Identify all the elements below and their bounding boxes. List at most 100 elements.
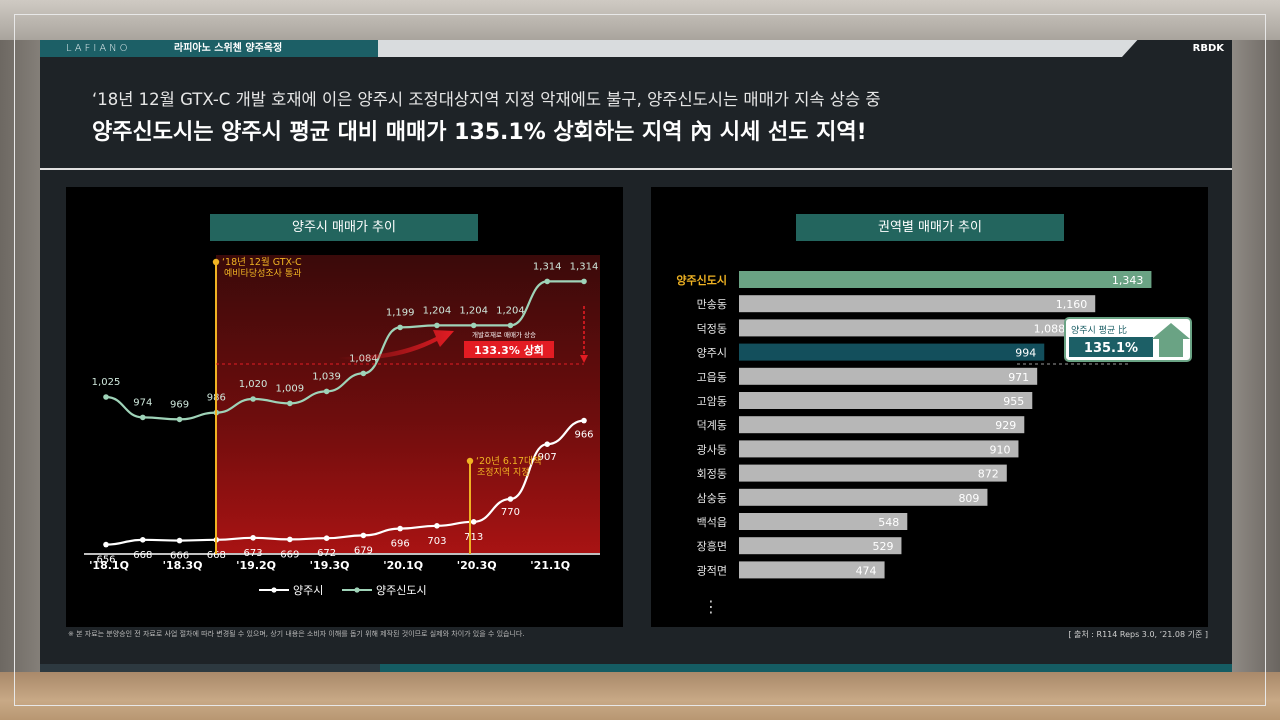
bar-category-label: 덕정동 xyxy=(697,322,727,335)
point-yangju xyxy=(507,496,514,502)
point-newcity xyxy=(544,278,551,285)
point-yangju xyxy=(544,441,551,447)
bar-category-label: 광사동 xyxy=(697,443,727,456)
data-label-newcity: 1,314 xyxy=(570,261,599,272)
point-yangju xyxy=(434,523,440,529)
bar-category-label: 고암동 xyxy=(697,395,727,408)
data-label-newcity: 974 xyxy=(133,397,152,408)
bar xyxy=(739,392,1033,409)
x-tick-label: '18.1Q xyxy=(89,559,129,572)
point-yangju xyxy=(397,525,403,532)
callout-up-arrow-icon xyxy=(1152,323,1190,357)
x-tick-label: '19.3Q xyxy=(310,559,350,572)
data-label-newcity: 1,199 xyxy=(386,307,415,318)
bar-category-label: 백석읍 xyxy=(697,516,727,529)
source-note: [ 출처 : R114 Reps 3.0, ‘21.08 기준 ] xyxy=(1068,630,1208,639)
bar xyxy=(739,537,902,555)
brand-logo: LAFIANO xyxy=(66,43,131,54)
bar xyxy=(739,319,1074,337)
data-label-yangju: 668 xyxy=(133,550,152,561)
data-label-yangju: 669 xyxy=(280,549,299,560)
bar-chart: 양주신도시 1,343 만송동 1,160 덕정동 1,088 양주시 994 고읍동 971 고암… xyxy=(676,271,1192,616)
highlight-region xyxy=(216,255,600,553)
point-newcity xyxy=(397,324,403,331)
data-label-newcity: 1,009 xyxy=(276,383,305,394)
point-yangju xyxy=(176,537,183,544)
point-newcity xyxy=(250,396,256,402)
growth-badge-label: 133.3% 상회 xyxy=(474,343,544,357)
regulation-annotation-sublabel: 조정지역 지정 xyxy=(477,467,530,478)
bar-value-label: 929 xyxy=(995,419,1016,432)
data-label-yangju: 966 xyxy=(574,430,593,441)
point-newcity xyxy=(434,322,440,329)
bar-value-label: 529 xyxy=(872,540,893,553)
gtx-annotation-sublabel: 예비타당성조사 통과 xyxy=(224,268,301,279)
point-yangju xyxy=(139,537,146,543)
gtx-annotation-label: ‘18년 12월 GTX-C xyxy=(222,256,302,268)
point-newcity xyxy=(470,322,477,329)
data-label-newcity: 1,204 xyxy=(423,305,452,316)
bar xyxy=(739,416,1025,434)
x-tick-label: '21.1Q xyxy=(530,559,570,572)
bar-value-label: 994 xyxy=(1015,347,1036,360)
main-headline: 양주신도시는 양주시 평균 대비 매매가 135.1% 상회하는 지역 內 시세… xyxy=(92,120,867,145)
bar-value-label: 955 xyxy=(1003,395,1024,408)
point-newcity xyxy=(103,394,109,400)
data-label-yangju: 679 xyxy=(354,545,373,556)
bar xyxy=(739,513,908,530)
data-label-newcity: 1,025 xyxy=(92,377,121,388)
point-yangju xyxy=(103,541,109,548)
bar-category-label: 양주시 xyxy=(697,347,727,360)
bar xyxy=(739,367,1038,385)
data-label-yangju: 668 xyxy=(207,550,226,561)
slide: LAFIANO 라피아노 스위첸 양주옥정 RBDK ‘18년 12월 GTX-… xyxy=(40,40,1232,672)
legend-marker-newcity xyxy=(354,587,360,593)
point-yangju xyxy=(287,536,293,543)
regulation-annotation-dot xyxy=(466,457,474,465)
data-label-newcity: 969 xyxy=(170,399,189,410)
regulation-annotation-label: ‘20년 6.17대책 xyxy=(476,456,542,467)
bar-value-label: 971 xyxy=(1008,371,1029,384)
point-yangju xyxy=(250,535,256,541)
agency-logo: RBDK xyxy=(1122,40,1232,57)
line-chart: 6566686666686736696726796967037137709079… xyxy=(84,255,600,597)
data-label-newcity: 1,020 xyxy=(239,379,268,390)
bar-value-label: 910 xyxy=(989,443,1010,456)
presentation-frame xyxy=(14,14,1266,706)
slide-top-bar: LAFIANO 라피아노 스위첸 양주옥정 RBDK xyxy=(40,40,1232,57)
data-label-yangju: 666 xyxy=(170,551,189,562)
data-label-newcity: 1,314 xyxy=(533,261,562,272)
difference-arrow-head xyxy=(580,355,588,363)
bar xyxy=(739,440,1019,458)
line-chart-panel: 양주시 매매가 추이 65666866666867366967267969670… xyxy=(66,187,623,627)
background-ceiling xyxy=(0,0,1280,40)
headline-divider xyxy=(40,168,1232,170)
bar-category-label: 고읍동 xyxy=(697,371,727,384)
bar-value-label: 1,343 xyxy=(1112,274,1144,287)
bar-value-label: 872 xyxy=(978,468,999,481)
bar-value-label: 474 xyxy=(856,564,877,577)
line-chart-title: 양주시 매매가 추이 xyxy=(210,214,478,241)
bar-category-label: 광적면 xyxy=(697,564,727,577)
sub-headline: ‘18년 12월 GTX-C 개발 호재에 이은 양주시 조정대상지역 지정 악… xyxy=(92,90,881,109)
data-label-newcity: 1,204 xyxy=(459,305,488,316)
point-newcity xyxy=(581,278,587,285)
bar-category-label: 양주신도시 xyxy=(676,273,727,287)
bar-chart-title: 권역별 매매가 추이 xyxy=(796,214,1064,241)
bar-value-label: 548 xyxy=(878,516,899,529)
background-floor xyxy=(0,672,1280,720)
bar xyxy=(739,295,1096,313)
legend-label-yangju: 양주시 xyxy=(293,584,323,597)
bar-category-label: 삼숭동 xyxy=(697,492,727,505)
data-label-newcity: 1,039 xyxy=(312,371,341,382)
callout-value-box xyxy=(1069,337,1153,357)
bar-value-label: 1,088 xyxy=(1034,322,1066,335)
legend-marker-yangju xyxy=(271,587,277,593)
bar-category-label: 장흥면 xyxy=(697,539,727,553)
data-label-yangju: 713 xyxy=(464,532,483,543)
point-yangju xyxy=(323,535,330,541)
data-label-yangju: 770 xyxy=(501,507,520,518)
point-yangju xyxy=(581,417,587,424)
point-newcity xyxy=(287,400,293,407)
bar xyxy=(739,561,885,579)
